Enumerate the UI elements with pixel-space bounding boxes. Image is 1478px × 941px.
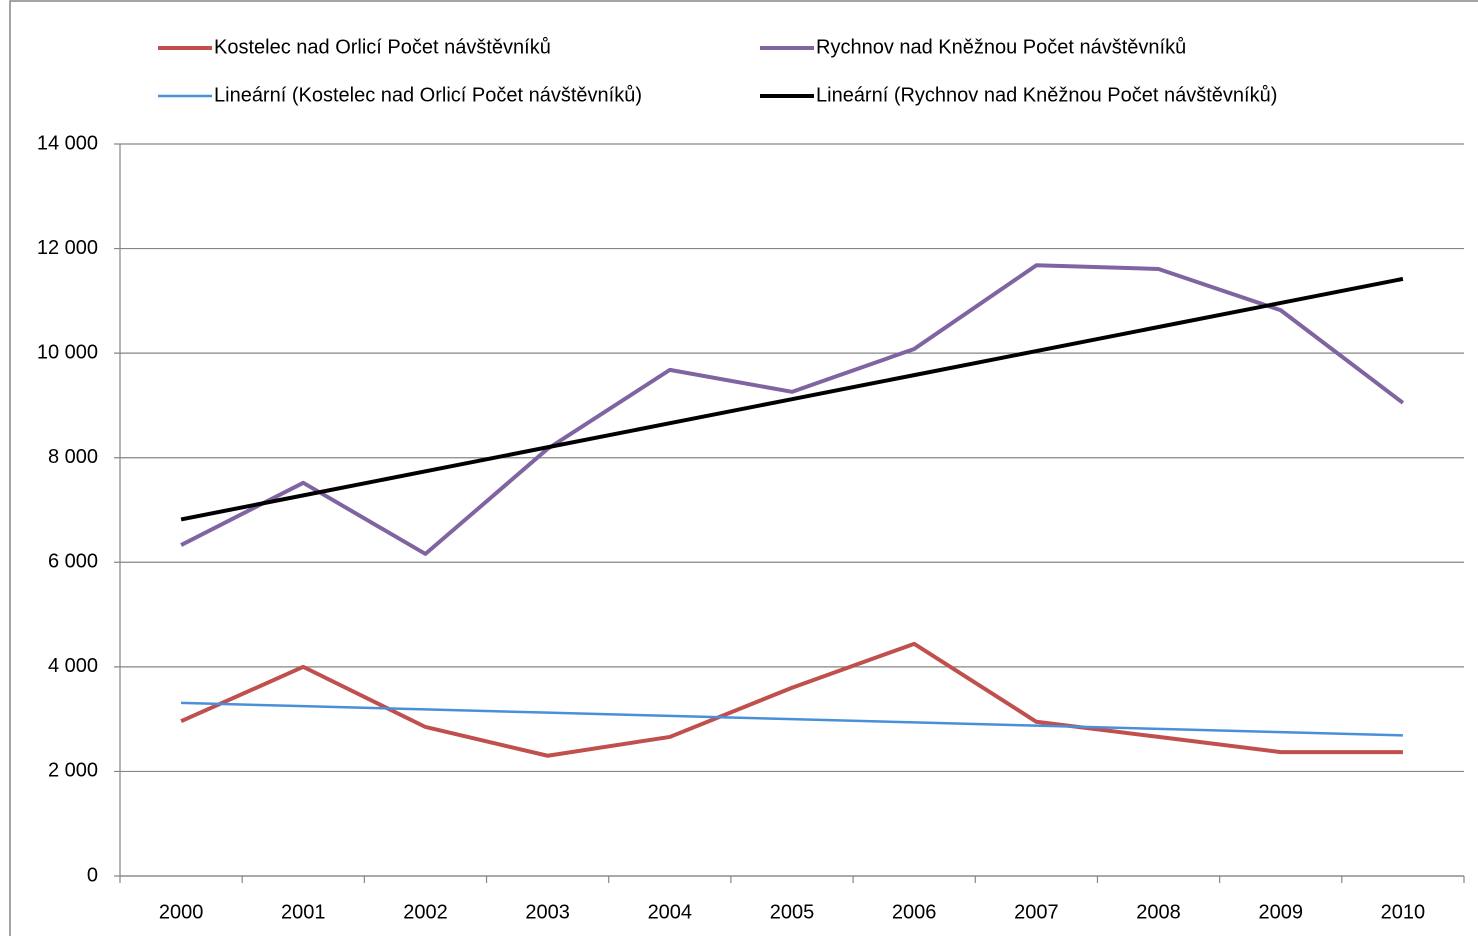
x-tick-label: 2008 — [1136, 901, 1181, 923]
legend-label: Kostelec nad Orlicí Počet návštěvníků — [214, 36, 551, 58]
x-tick-label: 2003 — [525, 901, 570, 923]
legend-label: Lineární (Kostelec nad Orlicí Počet návš… — [214, 84, 642, 106]
y-tick-label: 8 000 — [48, 446, 98, 468]
y-tick-label: 12 000 — [37, 237, 98, 259]
y-tick-label: 0 — [87, 864, 98, 886]
y-tick-label: 10 000 — [37, 341, 98, 363]
y-tick-label: 6 000 — [48, 551, 98, 573]
legend-label: Rychnov nad Kněžnou Počet návštěvníků — [816, 36, 1186, 58]
x-tick-label: 2000 — [159, 901, 204, 923]
x-tick-label: 2010 — [1381, 901, 1426, 923]
y-tick-label: 2 000 — [48, 760, 98, 782]
x-tick-label: 2001 — [281, 901, 326, 923]
x-tick-label: 2006 — [892, 901, 937, 923]
y-tick-label: 4 000 — [48, 655, 98, 677]
series-line — [180, 263, 1405, 556]
x-tick-label: 2005 — [770, 901, 815, 923]
legend-label: Lineární (Rychnov nad Kněžnou Počet návš… — [816, 84, 1277, 106]
x-tick-label: 2009 — [1258, 901, 1303, 923]
chart-border — [9, 0, 1478, 941]
series-line — [180, 641, 1403, 758]
y-tick-label: 14 000 — [37, 132, 98, 154]
x-tick-label: 2004 — [648, 901, 693, 923]
x-tick-label: 2002 — [403, 901, 448, 923]
x-tick-label: 2007 — [1014, 901, 1059, 923]
series-line — [180, 276, 1404, 522]
series-line — [181, 701, 1403, 737]
